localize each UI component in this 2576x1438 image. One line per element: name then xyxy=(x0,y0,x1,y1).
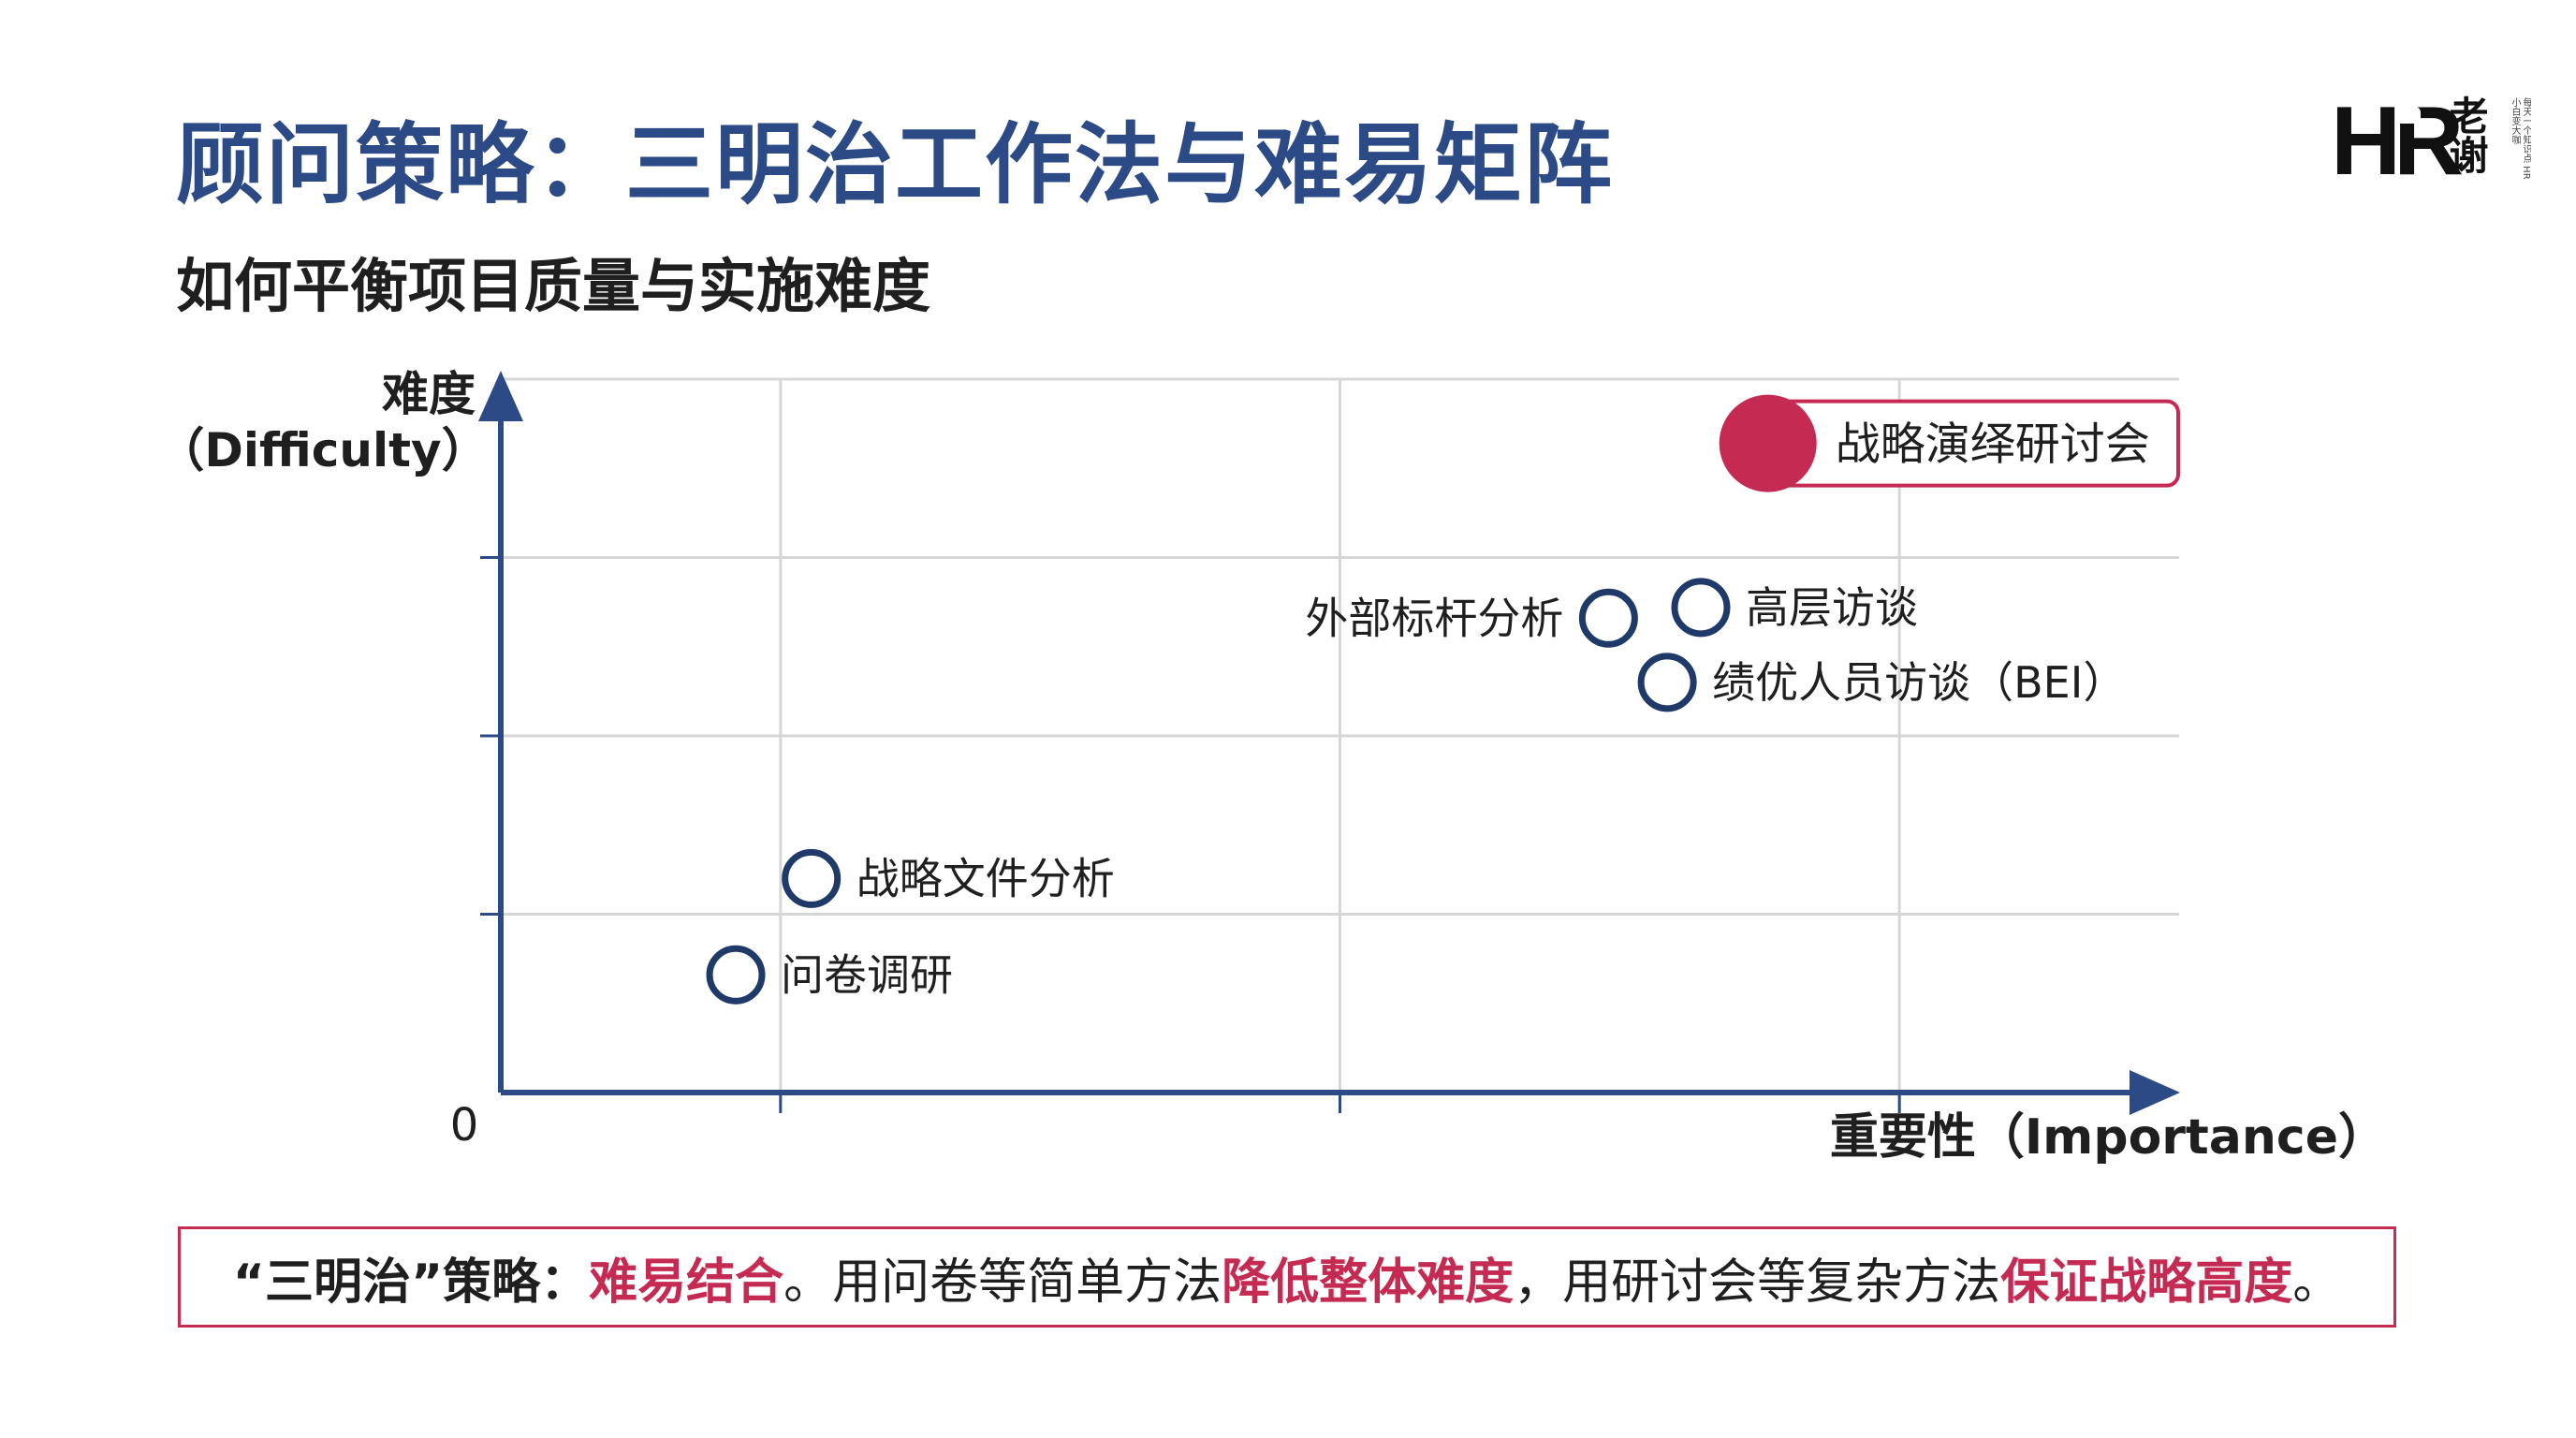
page-title: 顾问策略：三明治工作法与难易矩阵 xyxy=(176,114,1615,216)
logo-mark: HR xyxy=(2331,87,2464,196)
summary-text-2: ，用研讨会等复杂方法 xyxy=(1514,1254,2001,1311)
highlight-point-label: 战略演绎研讨会 xyxy=(1836,418,2150,471)
data-point xyxy=(1578,588,1638,648)
data-point-label: 外部标杆分析 xyxy=(1305,593,1563,643)
brand-logo: HR 老谢 每天一个知识点 HR小白变大咖 xyxy=(2331,90,2537,195)
data-point-label: 绩优人员访谈（BEI） xyxy=(1712,657,2126,708)
data-point xyxy=(1637,653,1697,712)
strategy-summary: “三明治”策略： 难易结合 。用问卷等简单方法 降低整体难度 ，用研讨会等复杂方… xyxy=(178,1226,2396,1328)
summary-text-1: 。用问卷等简单方法 xyxy=(783,1254,1222,1311)
summary-highlight-1: 难易结合 xyxy=(589,1254,784,1311)
summary-lead: “三明治”策略： xyxy=(232,1254,590,1311)
logo-tagline: 每天一个知识点 HR小白变大咖 xyxy=(2510,97,2531,180)
y-axis-label-english: （Difficulty） xyxy=(157,423,488,477)
highlight-data-point xyxy=(1719,394,1817,492)
chart-grid xyxy=(501,377,2179,1093)
summary-highlight-2: 降低整体难度 xyxy=(1222,1254,1515,1311)
summary-highlight-3: 保证战略高度 xyxy=(2000,1254,2293,1311)
data-point xyxy=(706,945,766,1005)
data-point-label: 战略文件分析 xyxy=(856,853,1115,903)
logo-name: 老谢 xyxy=(2443,95,2489,174)
difficulty-importance-chart: 难度 （Difficulty） 重要性（Importance） 0 问卷调研 战略… xyxy=(157,367,2387,1166)
y-axis-label: 难度 xyxy=(382,367,476,421)
data-point-label: 问卷调研 xyxy=(781,949,953,1000)
axis-ticks xyxy=(480,556,1901,1113)
chat-bubble-icon xyxy=(2396,107,2421,124)
data-point-label: 高层访谈 xyxy=(1746,582,1918,633)
data-point xyxy=(1671,578,1731,638)
summary-text-3: 。 xyxy=(2292,1254,2342,1311)
origin-label: 0 xyxy=(450,1099,479,1152)
x-axis-label: 重要性（Importance） xyxy=(1830,1109,2387,1166)
page-subtitle: 如何平衡项目质量与实施难度 xyxy=(176,252,931,320)
data-point xyxy=(782,848,842,908)
